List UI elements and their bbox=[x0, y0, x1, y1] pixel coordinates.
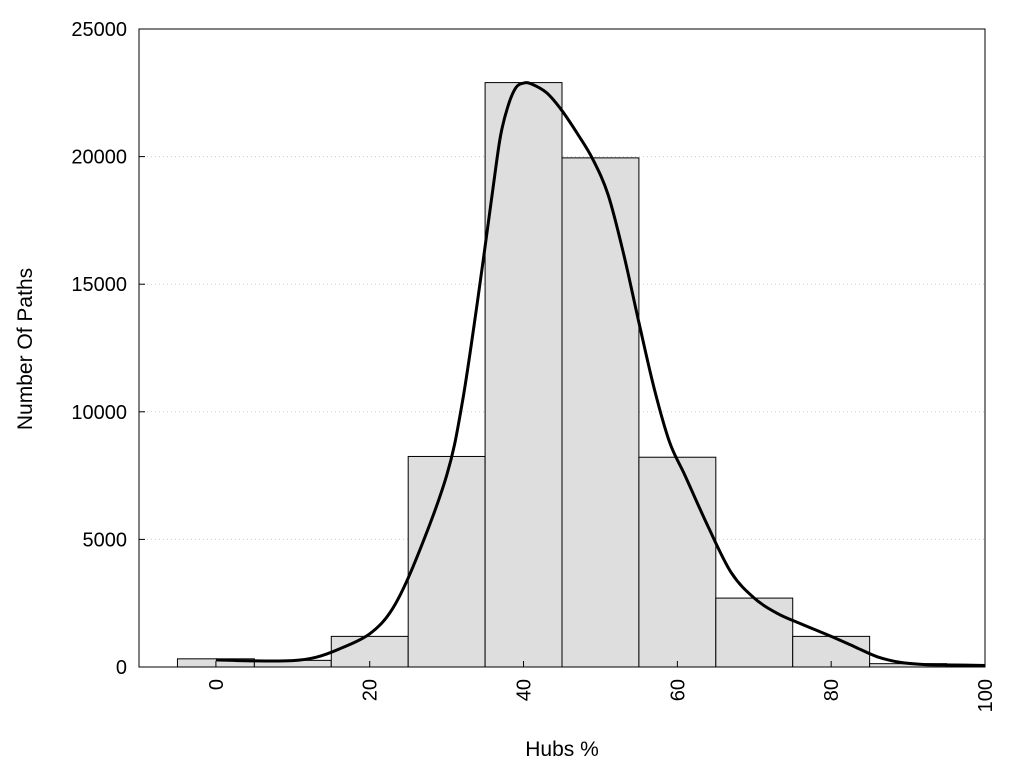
x-axis-label: Hubs % bbox=[525, 738, 599, 761]
y-tick-label: 25000 bbox=[71, 19, 127, 41]
grid-lines bbox=[139, 156, 985, 540]
y-tick-label: 20000 bbox=[71, 147, 127, 169]
x-tick-label: 60 bbox=[667, 679, 689, 701]
histogram-bar bbox=[715, 597, 794, 667]
x-tick-label: 0 bbox=[206, 679, 228, 690]
x-tick-label: 20 bbox=[360, 679, 382, 701]
y-axis-ticks: 0 5000 10000 15000 20000 25000 bbox=[71, 19, 145, 679]
plot-frame bbox=[138, 28, 986, 668]
y-tick-label: 5000 bbox=[83, 529, 128, 551]
histogram-bars bbox=[176, 82, 985, 667]
x-axis-ticks: 0 20 40 60 80 100 bbox=[206, 661, 997, 712]
y-axis-label: Number Of Paths bbox=[14, 268, 37, 430]
histogram-bar bbox=[407, 455, 486, 667]
y-tick-label: 15000 bbox=[71, 274, 127, 296]
y-tick-label: 10000 bbox=[71, 402, 127, 424]
density-curve bbox=[215, 81, 986, 667]
x-tick-label: 40 bbox=[514, 679, 536, 701]
histogram-bar bbox=[638, 456, 717, 667]
histogram-bar bbox=[561, 157, 640, 667]
y-tick-label: 0 bbox=[116, 657, 127, 679]
x-tick-label: 100 bbox=[975, 679, 997, 712]
density-curve-layer bbox=[215, 81, 986, 667]
x-tick-label: 80 bbox=[821, 679, 843, 701]
